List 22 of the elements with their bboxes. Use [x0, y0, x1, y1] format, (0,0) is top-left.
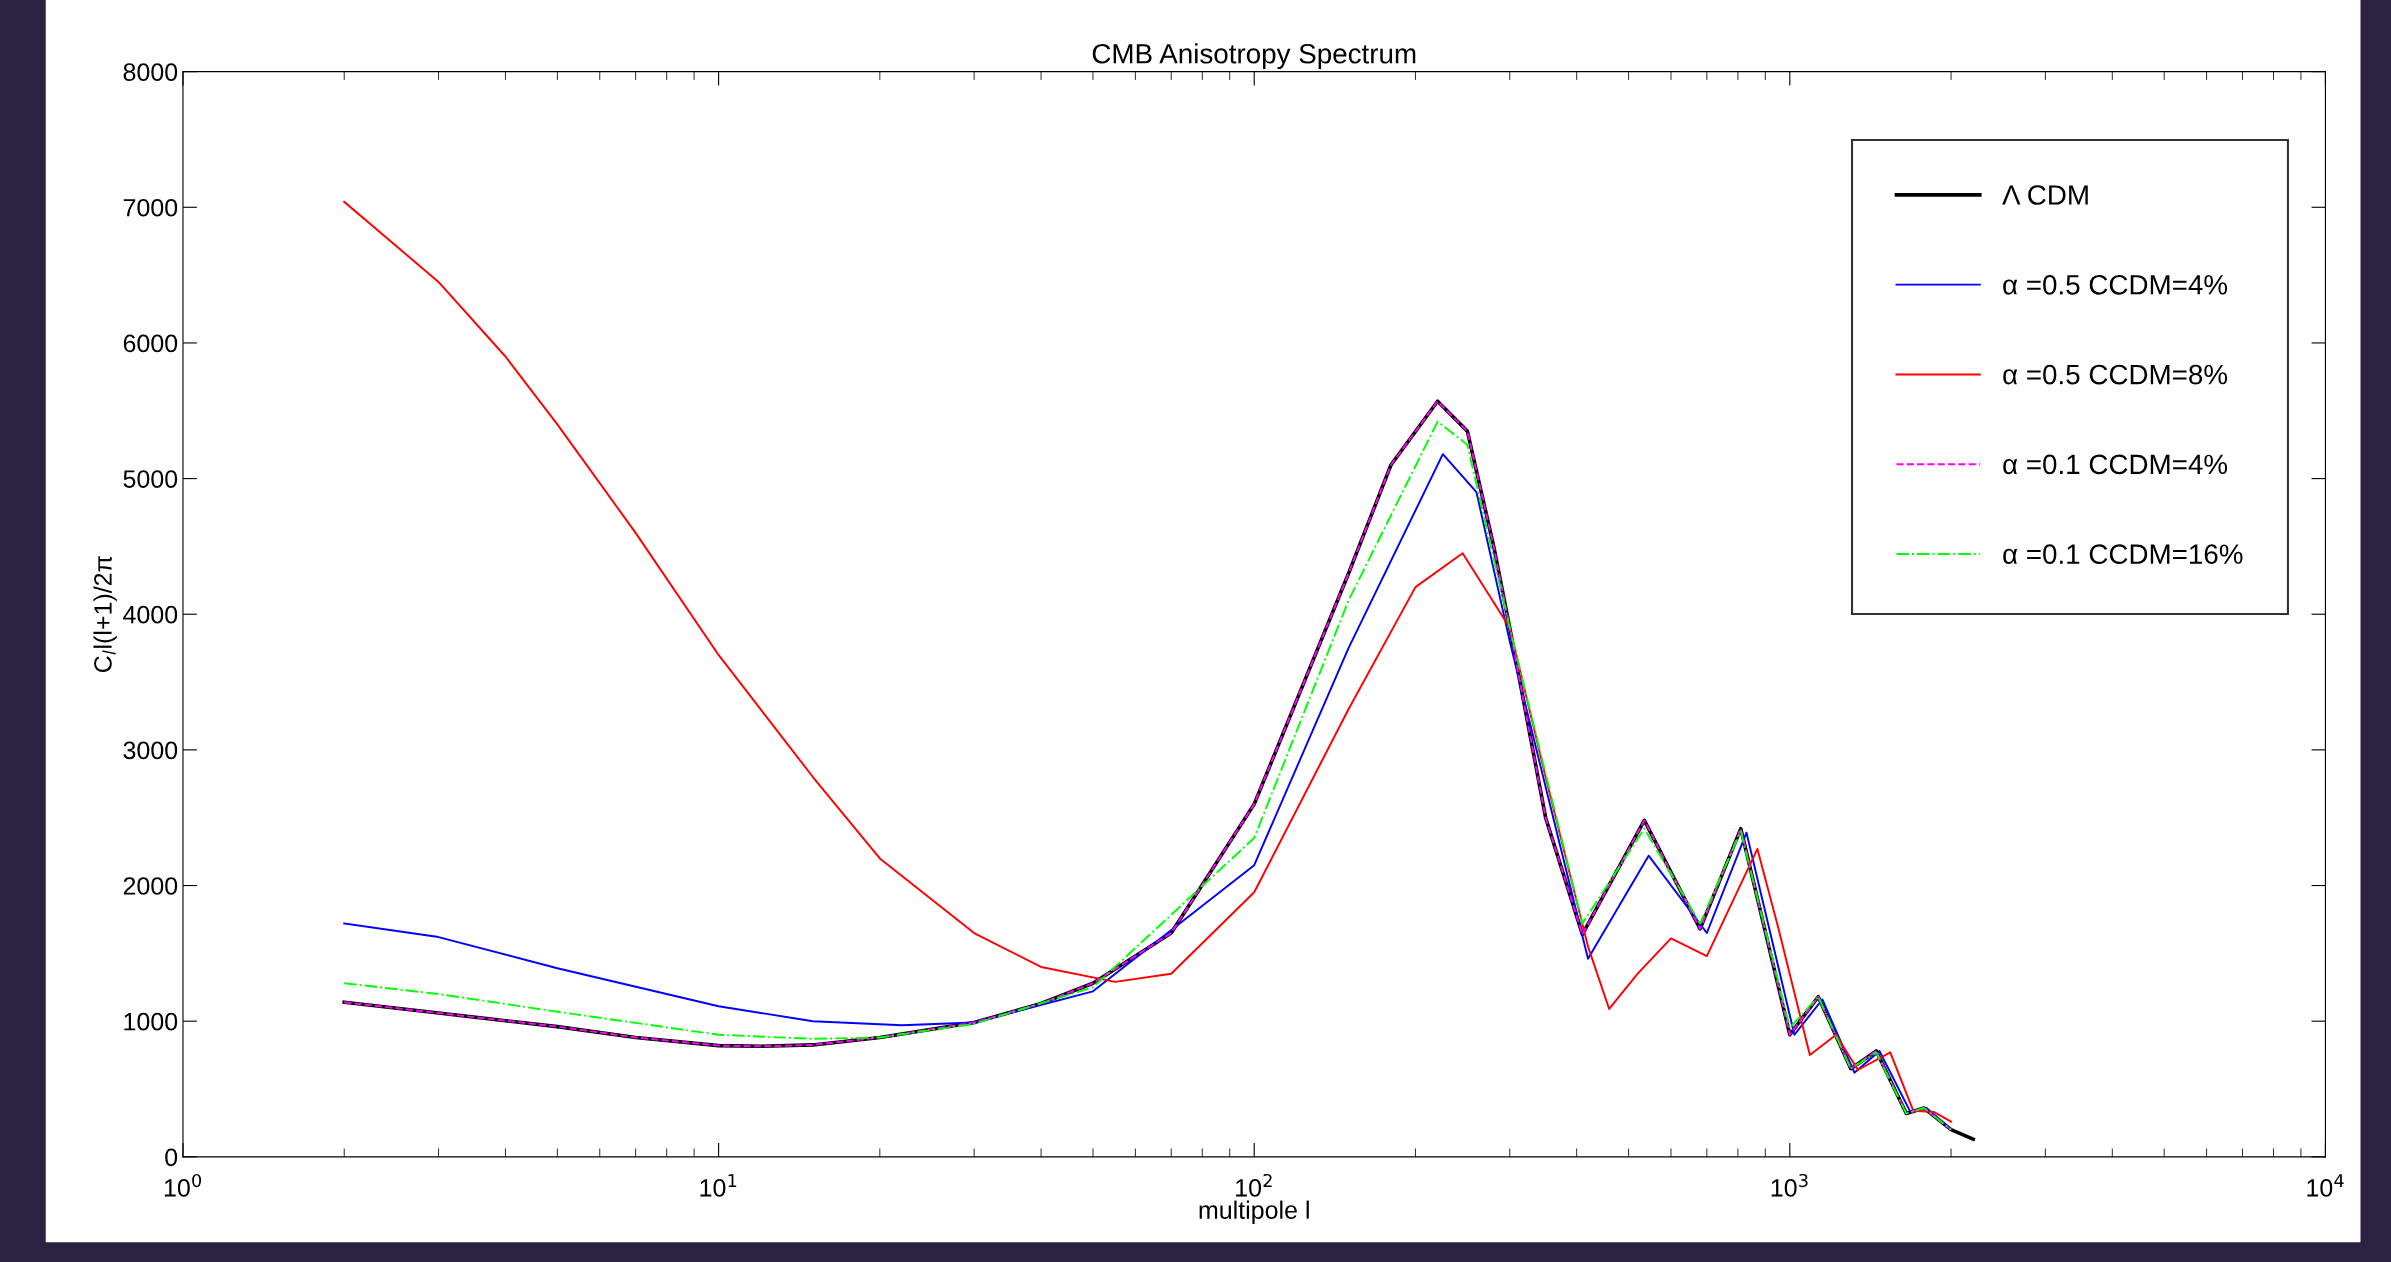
legend-label: α =0.1 CCDM=4% — [2003, 454, 2228, 475]
legend-label: α =0.5 CCDM=4% — [2003, 274, 2228, 295]
x-tick-label: 10$^{3}$ — [1771, 1173, 1808, 1197]
x-tick-label: 10$^{0}$ — [164, 1173, 201, 1197]
x-tick-label: 10$^{2}$ — [1236, 1173, 1272, 1197]
y-tick-label: 2000 — [123, 877, 178, 895]
legend-label: Λ CDM — [2002, 185, 2088, 205]
chart-title: CMB Anisotropy Spectrum — [1092, 43, 1416, 70]
y-tick-label: 1000 — [124, 1012, 178, 1031]
y-axis-title: C$_{l}$l(l+1)/2π — [93, 556, 117, 673]
legend-label: α =0.1 CCDM=16% — [2003, 544, 2243, 564]
y-tick-label: 8000 — [123, 63, 178, 81]
y-tick-label: 0 — [165, 1148, 178, 1167]
y-tick-label: 6000 — [123, 334, 178, 353]
x-tick-label: 10$^{4}$ — [2307, 1174, 2344, 1197]
y-tick-label: 4000 — [123, 605, 178, 624]
x-axis-title: multipole l — [1199, 1200, 1309, 1224]
legend-label: α =0.5 CCDM=8% — [2003, 364, 2228, 385]
x-tick-label: 10$^{1}$ — [700, 1174, 737, 1197]
y-tick-label: 3000 — [123, 741, 178, 760]
y-tick-label: 7000 — [123, 198, 178, 217]
y-tick-label: 5000 — [123, 470, 178, 488]
